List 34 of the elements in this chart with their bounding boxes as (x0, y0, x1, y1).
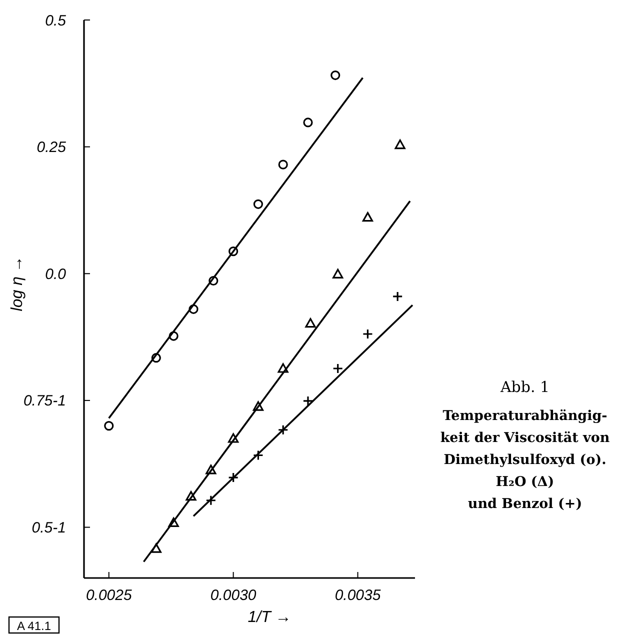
y-tick-label: 0.0 (45, 266, 67, 283)
point (330, 70, 340, 80)
point (332, 363, 344, 374)
point (228, 472, 239, 483)
y-tick-label: 0.5-1 (32, 520, 66, 537)
point (252, 450, 264, 461)
point (253, 199, 264, 209)
point (302, 396, 314, 406)
point (362, 212, 374, 222)
caption: Abb. 1 (499, 378, 550, 396)
point (278, 160, 288, 170)
point (392, 291, 403, 302)
point (394, 139, 406, 150)
y-tick-label: 0.75-1 (23, 392, 66, 410)
y-tick-label: 0.25 (36, 139, 67, 156)
text: A 41.1 (16, 619, 52, 633)
point (278, 424, 288, 436)
text: keit der Viscosität von (440, 430, 610, 446)
text: H₂O (Δ) (496, 474, 554, 490)
point (362, 328, 374, 340)
y-axis-title: log η → (9, 256, 26, 312)
text: Dimethylsulfoxyd (o). (444, 452, 606, 468)
point (206, 495, 216, 506)
x-axis-title: 1/T → (248, 609, 292, 626)
point (332, 268, 344, 278)
x-tick-label: 0.0030 (210, 587, 257, 604)
text: und Benzol (+) (468, 496, 582, 512)
text: Temperaturabhängig- (442, 408, 608, 424)
x-tick-label: 0.0025 (86, 587, 132, 604)
point (303, 118, 313, 128)
y-tick-label: 0.5 (45, 12, 67, 30)
x-tick-label: 0.0035 (334, 587, 382, 604)
point (305, 318, 316, 328)
point (104, 421, 114, 431)
